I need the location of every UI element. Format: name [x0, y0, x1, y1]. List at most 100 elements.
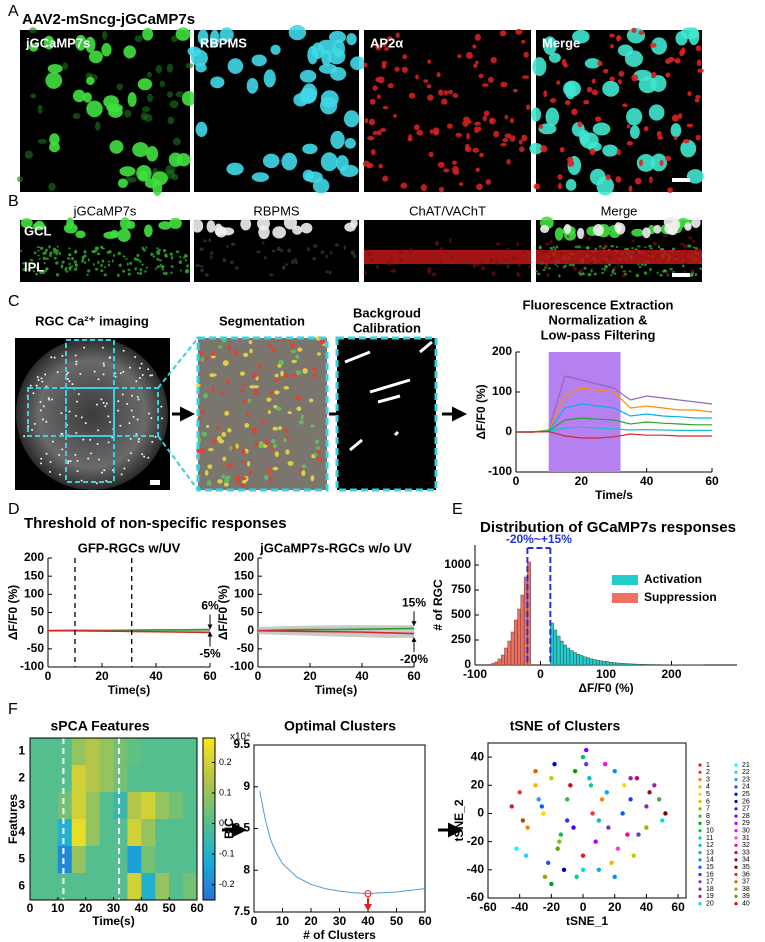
cell — [135, 433, 138, 436]
cell — [529, 142, 543, 155]
cell — [210, 251, 214, 255]
legend-label: 34 — [742, 857, 750, 864]
point — [606, 825, 611, 830]
cell — [272, 466, 279, 471]
point — [580, 867, 586, 873]
cell — [262, 241, 265, 245]
cell — [475, 60, 479, 65]
histogram-bar — [514, 619, 518, 666]
cell — [616, 36, 621, 42]
cell — [427, 94, 434, 101]
point — [549, 776, 554, 781]
cell — [233, 350, 239, 356]
cell — [210, 255, 213, 260]
cell — [126, 220, 136, 230]
cell — [240, 460, 245, 464]
cell — [136, 253, 140, 257]
legend-label: 17 — [706, 879, 714, 886]
cell — [29, 43, 39, 52]
legend-label: 10 — [706, 828, 714, 835]
cell — [126, 262, 129, 266]
cell — [565, 179, 577, 191]
cell — [376, 264, 380, 270]
x-tick-label: 100 — [596, 667, 616, 681]
cell — [472, 263, 477, 268]
cell — [210, 373, 217, 377]
cell — [451, 160, 458, 165]
cell — [164, 271, 168, 276]
cell — [137, 78, 153, 91]
cell — [139, 269, 143, 272]
legend-label: 5 — [706, 791, 710, 798]
cell — [33, 251, 37, 255]
cell — [320, 250, 325, 254]
heatmap-cell — [113, 792, 128, 820]
cell — [134, 35, 143, 43]
cell — [134, 356, 137, 359]
cell — [577, 121, 583, 128]
x-tick-label: 40 — [149, 669, 163, 683]
x-tick-label: 20 — [79, 901, 93, 915]
point — [545, 860, 551, 865]
cell — [269, 390, 274, 395]
legend-marker — [734, 894, 738, 899]
cell — [638, 266, 642, 269]
cell — [71, 383, 74, 386]
cell — [167, 91, 173, 98]
cell — [560, 251, 563, 255]
colorbar-step — [203, 738, 215, 743]
cell — [472, 44, 477, 49]
point — [541, 811, 546, 816]
point — [636, 832, 641, 837]
micrograph — [198, 338, 327, 490]
cell — [587, 272, 591, 277]
heatmap-cell — [183, 738, 198, 766]
plot-frame — [48, 558, 210, 667]
colorbar-step — [203, 839, 215, 844]
cell — [312, 256, 317, 261]
cell — [457, 54, 462, 59]
colorbar-step — [203, 867, 215, 873]
cell — [75, 230, 86, 239]
cell — [643, 271, 648, 275]
cell — [151, 440, 154, 443]
cell — [583, 266, 587, 270]
legend-marker — [734, 902, 738, 906]
cell — [55, 252, 58, 256]
cell — [22, 262, 25, 265]
legend-marker — [734, 814, 738, 818]
cell — [644, 246, 647, 249]
cell — [592, 122, 611, 136]
cell — [675, 31, 688, 46]
histogram-bar — [599, 660, 603, 666]
heatmap-cell — [71, 738, 87, 766]
cell — [423, 79, 429, 83]
heatmap-cell — [169, 738, 184, 766]
layer-label: GCL — [24, 223, 52, 238]
cell — [56, 371, 59, 374]
image-label: AP2α — [370, 35, 403, 50]
legend-label: 25 — [742, 791, 750, 798]
cell — [166, 63, 174, 73]
cell — [53, 250, 56, 254]
x-tick-label: 50 — [390, 914, 404, 928]
heatmap-cell — [141, 819, 156, 847]
cell — [593, 272, 597, 276]
histogram-bar — [520, 594, 525, 666]
cell — [152, 255, 156, 258]
cell — [533, 183, 541, 190]
y-tick-label: 9.5 — [233, 737, 250, 751]
legend-marker — [698, 843, 702, 847]
cell — [49, 251, 53, 255]
colorbar-step — [203, 823, 215, 828]
cell — [263, 69, 276, 88]
cell — [506, 264, 510, 269]
cell — [638, 30, 645, 35]
cell — [544, 263, 549, 268]
cell — [134, 267, 137, 271]
cell — [23, 435, 26, 438]
y-tick-label: 100 — [234, 587, 254, 601]
cell — [103, 266, 106, 269]
x-axis-label: ΔF/F0 (%) — [578, 681, 633, 695]
cell — [191, 49, 208, 67]
